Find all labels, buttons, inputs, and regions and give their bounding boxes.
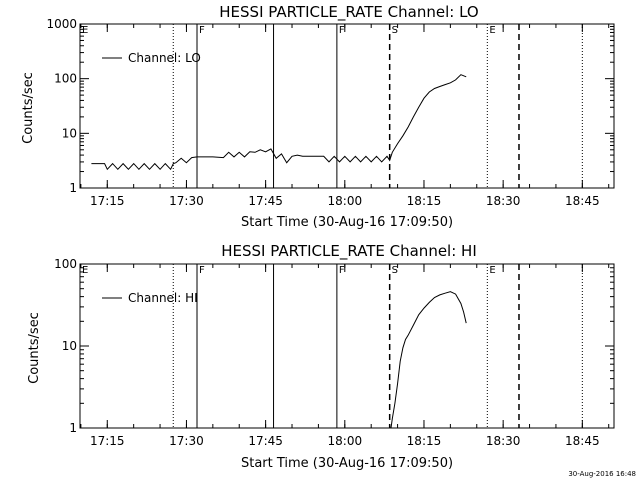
- chart-title: HESSI PARTICLE_RATE Channel: LO: [219, 3, 478, 22]
- x-tick-label: 18:00: [328, 434, 363, 448]
- x-tick-label: 17:30: [169, 434, 204, 448]
- y-tick-label: 1: [69, 181, 77, 195]
- x-tick-label: 17:15: [90, 194, 125, 208]
- footer-timestamp: 30-Aug-2016 16:48: [568, 470, 636, 478]
- y-tick-label: 100: [54, 257, 77, 271]
- series-line: [91, 74, 467, 171]
- x-tick-label: 18:45: [565, 434, 600, 448]
- series-line: [390, 291, 467, 429]
- event-marker-label: E: [82, 265, 88, 276]
- event-marker-label: E: [489, 25, 495, 36]
- x-tick-label: 18:00: [328, 194, 363, 208]
- x-tick-label: 17:15: [90, 434, 125, 448]
- event-marker-label: F: [199, 25, 205, 36]
- y-tick-label: 1000: [46, 17, 77, 31]
- plot-frame: [79, 263, 615, 429]
- event-marker-label: E: [489, 265, 495, 276]
- y-tick-label: 10: [62, 339, 77, 353]
- plot-area: 17:15 17:30 17:45 18:00 18:15 18:30 18:45 1 10 10…: [46, 17, 615, 208]
- event-marker-label: F: [339, 265, 345, 276]
- chart-lo: HESSI PARTICLE_RATE Channel: LO Start Ti…: [21, 3, 615, 230]
- x-axis-label: Start Time (30-Aug-16 17:09:50): [241, 456, 453, 471]
- y-tick-label: 100: [54, 72, 77, 86]
- legend-label: Channel: HI: [128, 291, 198, 305]
- x-tick-label: 18:15: [407, 194, 442, 208]
- x-tick-label: 17:30: [169, 194, 204, 208]
- plot-area: 17:15 17:30 17:45 18:00 18:15 18:30 18:45 1 10 10…: [54, 257, 615, 448]
- x-tick-label: 17:45: [248, 194, 283, 208]
- x-tick-label: 18:45: [565, 194, 600, 208]
- chart-title: HESSI PARTICLE_RATE Channel: HI: [221, 242, 477, 261]
- y-tick-label: 1: [69, 421, 77, 435]
- event-marker-label: F: [199, 265, 205, 276]
- x-tick-label: 18:30: [486, 194, 521, 208]
- event-marker-label: E: [82, 25, 88, 36]
- x-tick-label: 18:15: [407, 434, 442, 448]
- x-tick-label: 17:45: [248, 434, 283, 448]
- y-axis-label: Counts/sec: [21, 72, 36, 144]
- chart-hi: HESSI PARTICLE_RATE Channel: HI Start Ti…: [27, 242, 615, 471]
- event-marker-label: S: [392, 265, 398, 276]
- plot-frame: [79, 23, 615, 189]
- x-axis-label: Start Time (30-Aug-16 17:09:50): [241, 215, 453, 230]
- event-marker-label: F: [339, 25, 345, 36]
- event-marker-label: S: [392, 25, 398, 36]
- y-tick-label: 10: [62, 126, 77, 140]
- x-tick-label: 18:30: [486, 434, 521, 448]
- y-axis-label: Counts/sec: [27, 312, 42, 384]
- legend-label: Channel: LO: [128, 51, 201, 65]
